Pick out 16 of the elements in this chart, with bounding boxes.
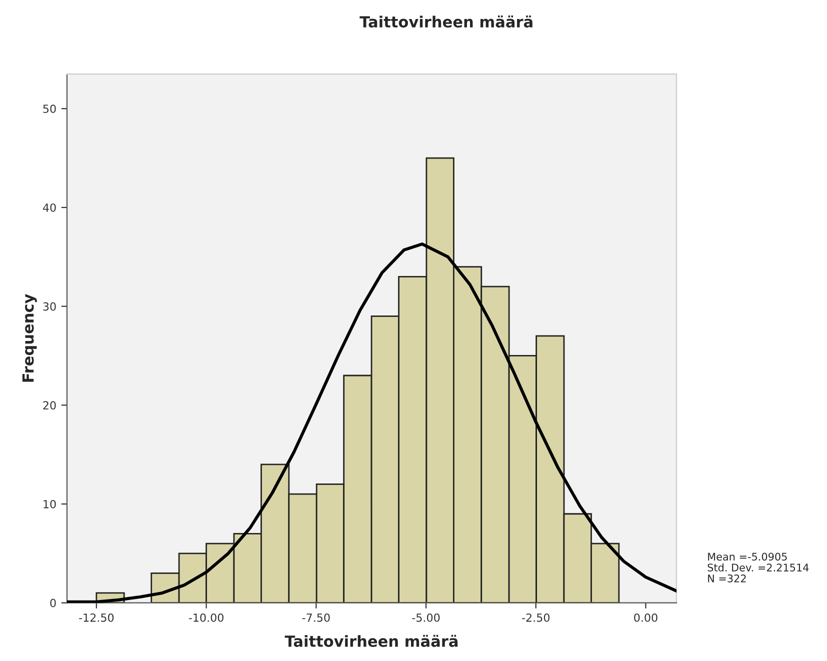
x-tick-label: -12.50 xyxy=(79,613,114,622)
y-tick-label: 30 xyxy=(43,302,56,311)
y-tick-label: 0 xyxy=(50,598,56,608)
chart-title: Taittovirheen määrä xyxy=(360,16,532,28)
x-tick-label: -5.00 xyxy=(412,613,440,622)
x-axis-title: Taittovirheen määrä xyxy=(284,634,458,647)
y-tick-label: 20 xyxy=(43,401,56,410)
y-tick-label: 50 xyxy=(43,104,56,114)
x-tick-label: -2.50 xyxy=(522,613,550,622)
x-tick-label: -10.00 xyxy=(188,613,224,622)
y-axis-title: Frequency xyxy=(22,294,37,382)
y-tick-label: 10 xyxy=(44,500,56,508)
y-tick-label: 40 xyxy=(42,203,56,212)
text: Mean =-5.0905 Std. Dev. =2.21514 N =322 xyxy=(708,552,809,582)
x-tick-label: -7.50 xyxy=(302,613,330,622)
x-tick-label: 0.00 xyxy=(634,613,658,622)
